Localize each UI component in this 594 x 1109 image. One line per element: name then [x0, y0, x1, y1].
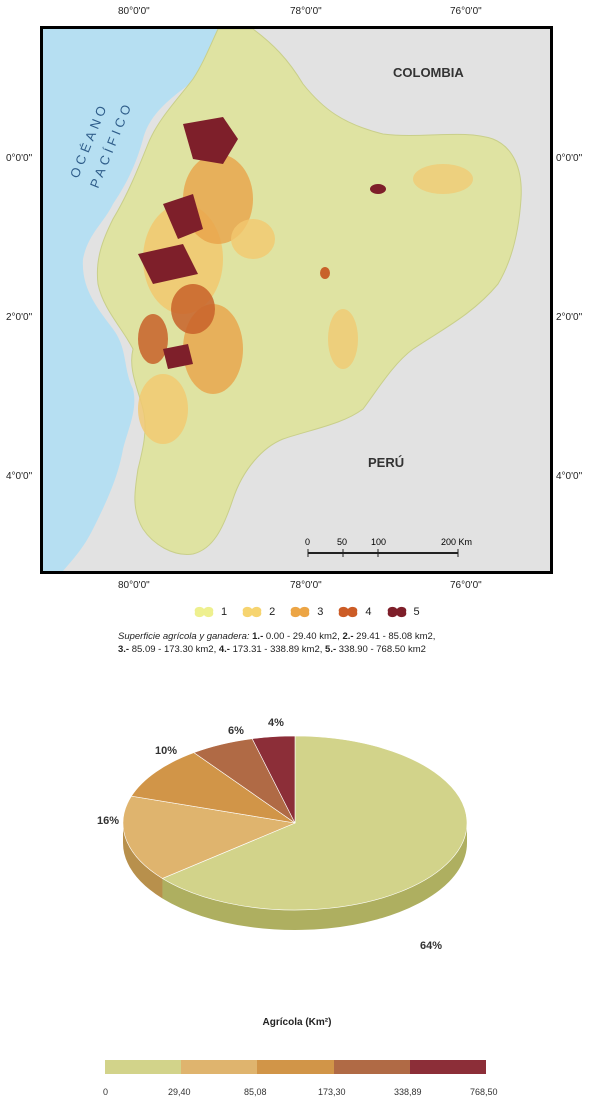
legend-swatch-4 [339, 606, 358, 618]
scale-tick-100: 100 [371, 537, 386, 547]
lat-label-right-0: 0°0'0" [556, 153, 583, 164]
peru-label: PERÚ [368, 455, 404, 470]
scale-segment-3 [257, 1060, 334, 1074]
scale-label-4: 338,89 [394, 1087, 422, 1097]
lon-label-top-76: 76°0'0" [450, 6, 482, 17]
pie-slice-0 [161, 735, 468, 911]
pie-side-1 [123, 823, 163, 899]
pie-title: Agrícola (Km²) [262, 1017, 332, 1028]
pie-label-10: 10% [155, 745, 178, 757]
caption-class4-num: 4.- [218, 644, 230, 655]
lon-label-bottom-78: 78°0'0" [290, 580, 322, 591]
lat-label-left-2: 2°0'0" [6, 312, 33, 323]
scale-label-2: 85,08 [244, 1087, 267, 1097]
caption-class3: 85.09 - 173.30 km2, [129, 644, 219, 655]
caption-class1-num: 1.- [252, 631, 264, 642]
scale-segment-5 [409, 1060, 487, 1074]
caption-lead: Superficie agrícola y ganadera: [118, 631, 253, 642]
legend-item-2: 2 [241, 605, 275, 619]
lon-label-top-80: 80°0'0" [118, 6, 150, 17]
lon-label-bottom-76: 76°0'0" [450, 580, 482, 591]
scale-tick-200: 200 Km [441, 537, 472, 547]
scale-segment-4 [333, 1060, 410, 1074]
scale-label-3: 173,30 [318, 1087, 346, 1097]
legend-label-1: 1 [221, 606, 228, 618]
pie-slice-4 [251, 735, 296, 824]
caption-class5: 338.90 - 768.50 km2 [336, 644, 426, 655]
legend-item-3: 3 [289, 605, 323, 619]
pie-side-0 [162, 823, 467, 930]
scale-segment-2 [181, 1060, 258, 1074]
caption-class4: 173.31 - 338.89 km2, [229, 644, 326, 655]
map-scalebar: 0 50 100 200 Km [305, 537, 472, 557]
scale-tick-50: 50 [337, 537, 347, 547]
scale-label-5: 768,50 [470, 1087, 498, 1097]
colombia-label: COLOMBIA [393, 65, 464, 80]
caption-class3-num: 3.- [118, 644, 130, 655]
pie-label-6: 6% [228, 725, 244, 737]
pie-label-4: 4% [268, 717, 284, 729]
legend-label-5: 5 [413, 606, 420, 618]
ecuador-map: COLOMBIA PERÚ OCÉANO PACÍFICO [43, 29, 522, 571]
lon-label-bottom-80: 80°0'0" [118, 580, 150, 591]
scale-label-1: 29,40 [168, 1087, 191, 1097]
caption-class1: 0.00 - 29.40 km2, [263, 631, 343, 642]
lat-label-right-2: 2°0'0" [556, 312, 583, 323]
legend-swatch-1 [194, 606, 214, 618]
legend-label-2: 2 [269, 606, 276, 618]
legend-item-1: 1 [193, 605, 227, 619]
color-scale-bar [105, 1060, 487, 1074]
ocean-area [43, 29, 218, 571]
pie-chart: 64% 16% 10% 6% 4% [0, 700, 594, 990]
agri-class-patches [138, 117, 473, 444]
scale-segment-1 [105, 1060, 182, 1074]
map-frame: COLOMBIA PERÚ OCÉANO PACÍFICO [40, 26, 553, 574]
caption-class2: 29.41 - 85.08 km2, [353, 631, 436, 642]
map-caption: Superficie agrícola y ganadera: 1.- 0.00… [118, 630, 498, 656]
lat-label-left-0: 0°0'0" [6, 153, 33, 164]
scale-label-0: 0 [103, 1087, 109, 1097]
pie-slice-1 [122, 795, 297, 879]
lat-label-right-4: 4°0'0" [556, 471, 583, 482]
legend-swatch-5 [387, 606, 406, 618]
legend-swatch-2 [242, 606, 262, 618]
caption-class2-num: 2.- [342, 631, 354, 642]
lat-label-left-4: 4°0'0" [6, 471, 33, 482]
legend-label-4: 4 [365, 606, 372, 618]
pie-label-16: 16% [97, 815, 120, 827]
map-legend: 1 2 3 4 5 [193, 605, 420, 619]
legend-item-5: 5 [386, 605, 420, 619]
lon-label-top-78: 78°0'0" [290, 6, 322, 17]
legend-item-4: 4 [337, 605, 372, 619]
legend-swatch-3 [290, 606, 310, 618]
caption-class5-num: 5.- [325, 644, 337, 655]
scale-tick-0: 0 [305, 537, 310, 547]
pie-label-64: 64% [420, 940, 443, 952]
legend-label-3: 3 [317, 606, 324, 618]
pie-chart-svg [122, 735, 468, 930]
pie-slice-2 [130, 752, 296, 824]
